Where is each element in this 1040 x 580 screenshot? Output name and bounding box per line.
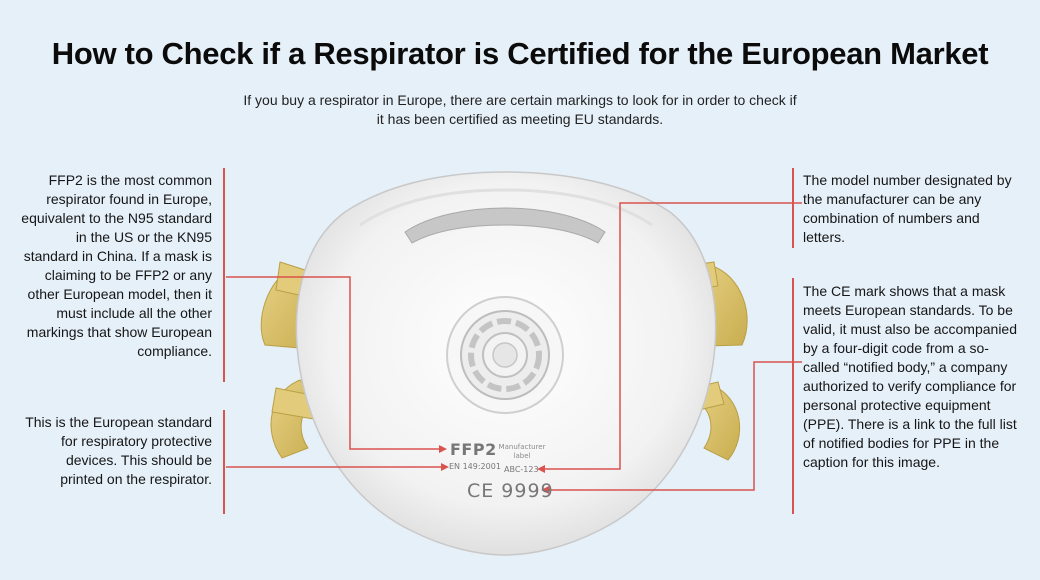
mask-label-ce-mark: CE 9999 bbox=[467, 480, 554, 502]
note-european-standard: This is the European standard for respir… bbox=[25, 414, 212, 487]
exhalation-valve bbox=[446, 296, 564, 414]
standard-note-bar bbox=[223, 410, 225, 514]
page-title: How to Check if a Respirator is Certifie… bbox=[51, 36, 989, 71]
page-subtitle: If you buy a respirator in Europe, there… bbox=[243, 92, 797, 127]
nose-clip bbox=[404, 207, 606, 244]
callout-lines bbox=[226, 202, 802, 491]
ce-note-bar bbox=[792, 278, 794, 514]
ffp2-note-bar bbox=[223, 168, 225, 382]
note-model-number: The model number designated by the manuf… bbox=[803, 172, 1012, 245]
mask-label-ffp2: FFP2 bbox=[450, 440, 497, 459]
note-ce-mark: The CE mark shows that a mask meets Euro… bbox=[803, 283, 1017, 470]
callout-arrowheads bbox=[439, 445, 549, 494]
mask-label-manufacturer: Manufacturer label bbox=[498, 443, 546, 460]
model-note-bar bbox=[792, 168, 794, 248]
mask-label-model: ABC-123 bbox=[504, 465, 539, 474]
note-ffp2: FFP2 is the most common respirator found… bbox=[21, 172, 212, 359]
mask-label-standard: EN 149:2001 bbox=[449, 462, 501, 471]
